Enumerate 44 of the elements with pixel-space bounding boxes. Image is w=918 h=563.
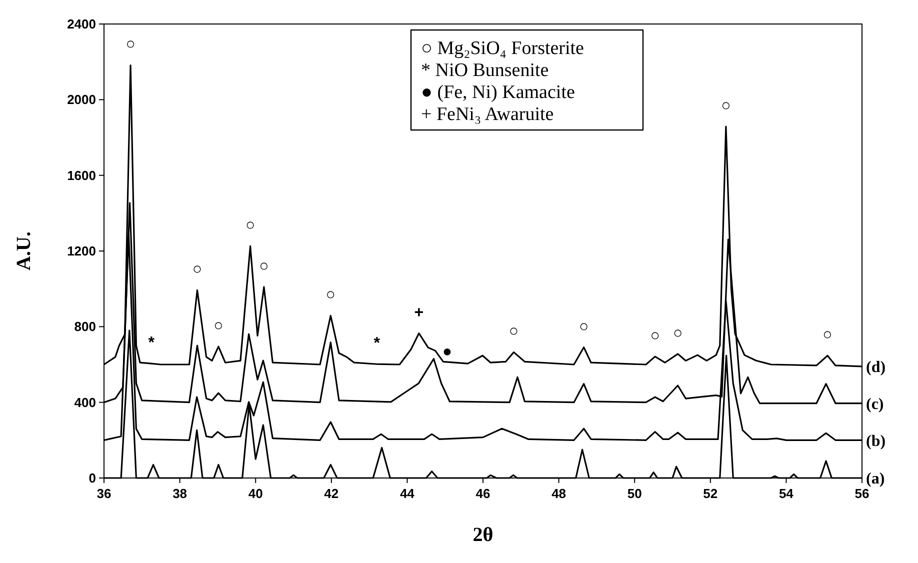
annotation: ○ — [721, 98, 731, 115]
y-axis-title: A.U. — [13, 232, 35, 270]
y-tick-label: 800 — [74, 319, 96, 334]
annotation: * — [148, 334, 156, 352]
annotation: ○ — [672, 324, 683, 342]
annotation: + — [414, 304, 424, 322]
annotation: ● (Fe, Ni) Kamacite — [420, 82, 575, 103]
annotation: ○ Mg₂SiO₄ Forsterite — [420, 38, 584, 59]
x-tick-label: 42 — [324, 486, 339, 501]
x-tick-label: 36 — [96, 486, 112, 501]
y-tick-label: 0 — [88, 470, 96, 486]
annotation: ○ — [259, 258, 269, 275]
x-tick-label: 44 — [400, 486, 416, 501]
x-tick-label: 56 — [854, 486, 870, 501]
x-tick-label: 46 — [476, 486, 490, 501]
x-tick-label: 52 — [703, 486, 718, 501]
y-tick-label: 1200 — [67, 244, 96, 259]
series-label: (d) — [866, 358, 886, 376]
x-tick-label: 48 — [552, 486, 566, 501]
annotation: * NiO Bunsenite — [420, 60, 549, 81]
annotation: ○ — [192, 261, 202, 278]
annotation: ○ — [326, 286, 336, 304]
x-tick-label: 54 — [778, 486, 794, 501]
y-tick-label: 1600 — [67, 168, 96, 183]
annotation: + FeNi₃ Awaruite — [420, 104, 554, 125]
y-tick-label: 2400 — [67, 16, 96, 32]
annotation: ○ — [822, 326, 832, 344]
annotation: ○ — [508, 323, 519, 340]
annotation: ● — [442, 343, 452, 360]
series-label: (a) — [866, 470, 885, 488]
series-label: (b) — [866, 432, 886, 450]
annotation: ○ — [126, 36, 136, 54]
y-tick-label: 400 — [74, 394, 96, 410]
annotation: ○ — [245, 217, 256, 234]
x-tick-label: 40 — [248, 486, 263, 501]
x-tick-label: 38 — [172, 486, 188, 501]
y-tick-label: 2000 — [67, 92, 96, 108]
annotation: ○ — [214, 318, 224, 335]
annotation: ○ — [578, 318, 589, 336]
annotation: ○ — [650, 328, 660, 345]
series-label: (c) — [866, 396, 884, 413]
annotation: * — [374, 335, 381, 352]
x-axis-title: 2θ — [472, 524, 494, 546]
x-tick-label: 50 — [627, 486, 642, 501]
